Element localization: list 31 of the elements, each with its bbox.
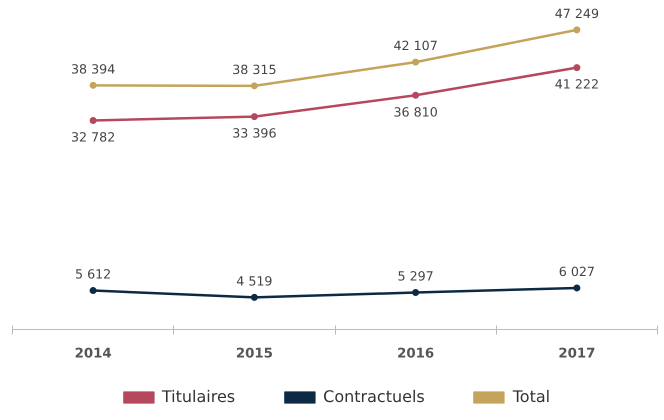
- point: [90, 116, 97, 124]
- data-label: 5 612: [75, 266, 112, 282]
- data-label: 38 394: [70, 61, 116, 76]
- data-label: 6 027: [558, 264, 595, 279]
- x-tick-label: 2017: [558, 346, 596, 362]
- point: [412, 289, 420, 296]
- point: [412, 58, 420, 66]
- legend-label: Titulaires: [162, 387, 236, 406]
- point: [250, 294, 258, 301]
- point: [573, 284, 580, 292]
- data-label: 4 519: [236, 273, 272, 288]
- point: [250, 82, 258, 90]
- point: [573, 64, 580, 72]
- data-label: 36 810: [393, 104, 438, 120]
- data-label: 33 396: [232, 126, 277, 141]
- point: [250, 113, 258, 120]
- point: [412, 92, 420, 99]
- point: [90, 82, 97, 89]
- data-label: 5 297: [398, 268, 434, 284]
- point: [90, 287, 97, 294]
- data-label: 41 222: [554, 76, 600, 92]
- x-tick-label: 2014: [74, 346, 112, 362]
- legend-label: Contractuels: [323, 387, 425, 406]
- legend-label: Total: [512, 387, 550, 406]
- x-tick-label: 2016: [397, 346, 434, 362]
- data-label: 32 782: [70, 129, 116, 144]
- x-tick-label: 2015: [236, 346, 273, 362]
- data-label: 38 315: [232, 62, 277, 77]
- data-label: 42 107: [393, 38, 438, 54]
- point: [573, 26, 580, 34]
- data-label: 47 249: [554, 6, 600, 21]
